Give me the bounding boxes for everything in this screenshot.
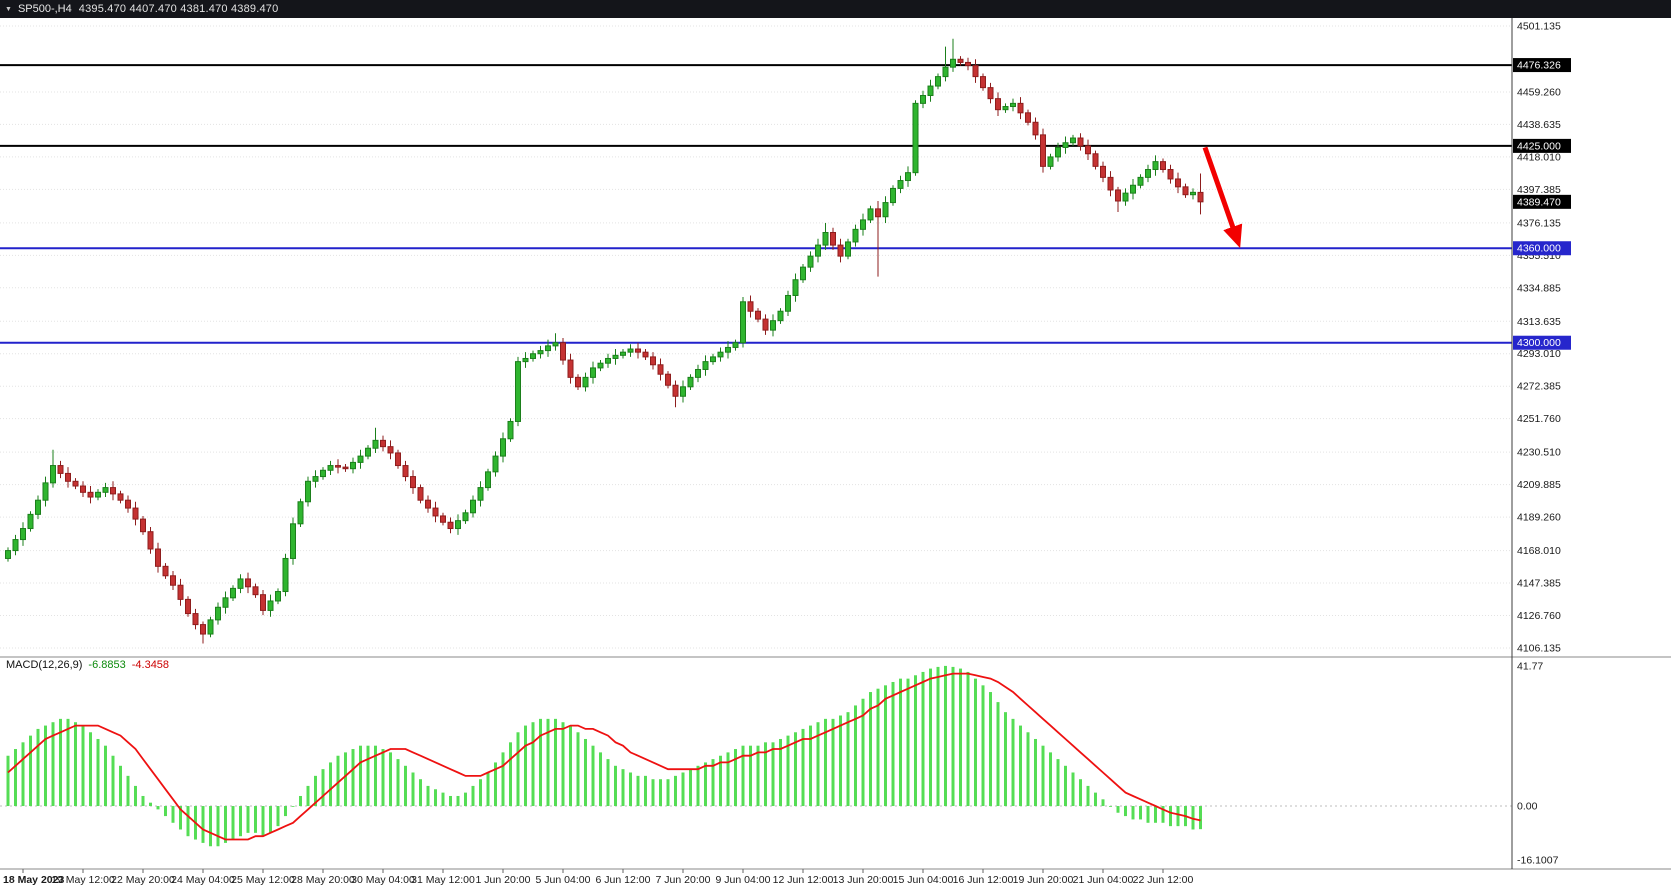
macd-indicator-name: MACD(12,26,9): [6, 659, 83, 671]
macd-axis: 41.77 0.00 -16.1007: [1517, 661, 1559, 867]
price-badge: [1513, 241, 1571, 256]
svg-text:12 Jun 12:00: 12 Jun 12:00: [773, 874, 834, 886]
price-badges: 4476.326 4425.000 4389.470 4360.000 4300.000: [1513, 58, 1571, 350]
price-badge: [1513, 335, 1571, 350]
svg-text:4272.385: 4272.385: [1517, 381, 1561, 393]
svg-text:28 May 20:00: 28 May 20:00: [291, 874, 355, 886]
svg-text:15 Jun 04:00: 15 Jun 04:00: [893, 874, 954, 886]
svg-text:24 May 04:00: 24 May 04:00: [171, 874, 235, 886]
svg-text:4300.000: 4300.000: [1517, 337, 1561, 349]
svg-text:16 Jun 12:00: 16 Jun 12:00: [953, 874, 1014, 886]
svg-text:4147.385: 4147.385: [1517, 578, 1561, 590]
macd-signal-series: [7, 672, 1201, 841]
svg-text:4230.510: 4230.510: [1517, 447, 1561, 459]
macd-indicator-label: MACD(12,26,9) -6.8853 -4.3458: [6, 659, 169, 671]
svg-text:4425.000: 4425.000: [1517, 140, 1561, 152]
svg-text:0.00: 0.00: [1517, 801, 1538, 813]
svg-text:19 Jun 20:00: 19 Jun 20:00: [1013, 874, 1074, 886]
svg-text:-16.1007: -16.1007: [1517, 855, 1559, 867]
svg-text:5 Jun 04:00: 5 Jun 04:00: [536, 874, 591, 886]
price-gridlines: [0, 25, 1512, 649]
macd-signal-value: -4.3458: [131, 659, 170, 671]
svg-text:4389.470: 4389.470: [1517, 196, 1561, 208]
chart-title-bar: ▼ SP500-,H4 4395.470 4407.470 4381.470 4…: [0, 0, 1671, 18]
symbol-dropdown-icon[interactable]: ▼: [5, 5, 12, 13]
svg-text:4418.010: 4418.010: [1517, 151, 1561, 163]
price-badge: [1513, 194, 1571, 209]
svg-text:13 Jun 20:00: 13 Jun 20:00: [833, 874, 894, 886]
svg-text:4334.885: 4334.885: [1517, 282, 1561, 294]
svg-text:30 May 04:00: 30 May 04:00: [351, 874, 415, 886]
candlestick-series: [5, 38, 1204, 644]
ohlc-readout: 4395.470 4407.470 4381.470 4389.470: [78, 3, 279, 15]
svg-text:4313.635: 4313.635: [1517, 316, 1561, 328]
horizontal-level-lines[interactable]: [0, 64, 1512, 344]
macd-histogram-value: -6.8853: [88, 659, 126, 671]
svg-text:4209.885: 4209.885: [1517, 479, 1561, 491]
macd-histogram-series: [6, 665, 1202, 847]
symbol-timeframe-label: SP500-,H4: [17, 3, 72, 15]
svg-text:4438.635: 4438.635: [1517, 119, 1561, 131]
price-badge: [1513, 138, 1571, 153]
svg-text:4476.326: 4476.326: [1517, 60, 1561, 72]
price-axis[interactable]: 4501.135 4459.260 4438.635 4418.010 4397.385…: [1517, 21, 1561, 655]
svg-text:4376.135: 4376.135: [1517, 217, 1561, 229]
svg-text:4360.000: 4360.000: [1517, 243, 1561, 255]
svg-text:4459.260: 4459.260: [1517, 86, 1561, 98]
svg-text:4293.010: 4293.010: [1517, 348, 1561, 360]
svg-text:18 May 2023: 18 May 2023: [3, 874, 64, 886]
svg-text:4189.260: 4189.260: [1517, 512, 1561, 524]
svg-text:22 Jun 12:00: 22 Jun 12:00: [1133, 874, 1194, 886]
trend-arrow-annotation[interactable]: [1202, 146, 1243, 249]
svg-text:4126.760: 4126.760: [1517, 610, 1561, 622]
svg-text:7 Jun 20:00: 7 Jun 20:00: [656, 874, 711, 886]
svg-text:9 Jun 04:00: 9 Jun 04:00: [716, 874, 771, 886]
svg-text:4106.135: 4106.135: [1517, 643, 1561, 655]
svg-text:4251.760: 4251.760: [1517, 413, 1561, 425]
svg-text:1 Jun 20:00: 1 Jun 20:00: [476, 874, 531, 886]
svg-text:31 May 12:00: 31 May 12:00: [411, 874, 475, 886]
svg-text:22 May 20:00: 22 May 20:00: [111, 874, 175, 886]
svg-text:21 Jun 04:00: 21 Jun 04:00: [1073, 874, 1134, 886]
svg-text:4501.135: 4501.135: [1517, 21, 1561, 33]
svg-text:6 Jun 12:00: 6 Jun 12:00: [596, 874, 651, 886]
svg-text:4397.385: 4397.385: [1517, 184, 1561, 196]
svg-text:19 May 12:00: 19 May 12:00: [51, 874, 115, 886]
svg-text:41.77: 41.77: [1517, 661, 1543, 673]
svg-text:25 May 12:00: 25 May 12:00: [231, 874, 295, 886]
svg-text:4168.010: 4168.010: [1517, 545, 1561, 557]
price-badge: [1513, 58, 1571, 73]
